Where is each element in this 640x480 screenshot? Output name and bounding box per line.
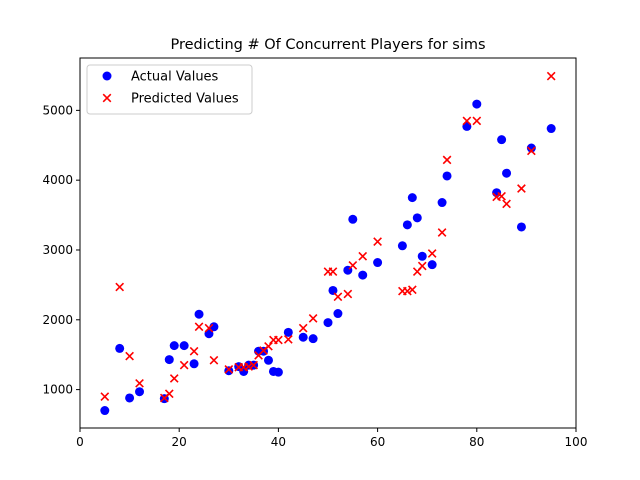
data-point (308, 334, 318, 344)
data-point (298, 323, 308, 333)
data-point (169, 374, 179, 383)
x-tick-label: 40 (271, 435, 286, 449)
data-point (472, 116, 482, 126)
data-point (244, 362, 254, 371)
legend: Actual Values Predicted Values (86, 64, 253, 115)
data-point (442, 171, 452, 181)
data-point (333, 292, 343, 302)
series-actual-values (100, 99, 556, 416)
data-point (204, 323, 214, 333)
y-axis: 1000 2000 3000 4000 5000 (42, 103, 80, 397)
data-point (249, 360, 258, 370)
data-point (373, 258, 383, 268)
legend-marker (102, 93, 112, 103)
chart-title: Predicting # Of Concurrent Players for s… (170, 37, 485, 53)
data-point (115, 343, 125, 353)
legend-entry: Predicted Values (131, 92, 239, 107)
x-tick-label: 60 (370, 435, 385, 449)
data-point (497, 191, 506, 201)
data-point (169, 341, 179, 351)
data-point (397, 241, 407, 251)
y-tick-label: 4000 (42, 173, 73, 187)
data-point (224, 364, 234, 374)
x-tick-label: 20 (172, 435, 187, 449)
y-tick-label: 1000 (42, 383, 73, 397)
data-point (100, 406, 110, 416)
data-point (323, 318, 333, 328)
data-point (407, 193, 417, 203)
y-tick-label: 2000 (42, 313, 73, 327)
data-point (283, 327, 293, 337)
plot-frame (79, 57, 577, 429)
x-tick-label: 100 (565, 435, 588, 449)
legend-box (86, 64, 253, 115)
data-point (417, 251, 427, 261)
data-point (189, 359, 199, 369)
data-point (373, 237, 382, 246)
data-point (358, 270, 368, 280)
data-point (348, 214, 358, 224)
data-point (135, 378, 144, 388)
data-point (194, 309, 204, 319)
data-point (427, 260, 437, 270)
data-point (402, 220, 412, 230)
y-tick-label: 5000 (42, 103, 73, 117)
data-point (115, 282, 125, 292)
data-point (283, 334, 293, 344)
data-point (526, 143, 536, 153)
data-point (308, 314, 318, 323)
data-point (546, 124, 556, 134)
data-point (358, 251, 368, 261)
x-axis: 0 20 40 60 80 100 (76, 428, 587, 449)
data-point (164, 355, 174, 365)
data-point (402, 286, 412, 296)
data-point (179, 341, 189, 351)
data-point (516, 222, 526, 232)
data-point (328, 267, 338, 276)
data-point (333, 309, 343, 319)
data-point (526, 146, 536, 156)
data-point (194, 322, 204, 332)
x-tick-label: 80 (469, 435, 484, 449)
data-point (407, 285, 417, 295)
data-point (462, 116, 472, 126)
data-point (209, 355, 219, 365)
plot-area (100, 71, 556, 416)
data-point (427, 249, 437, 258)
data-point (224, 366, 234, 376)
data-point (274, 335, 283, 345)
data-point (263, 355, 273, 365)
data-point (546, 71, 556, 81)
data-point (417, 261, 427, 271)
data-point (442, 155, 452, 165)
legend-marker (102, 71, 112, 81)
legend-entry: Actual Values (131, 70, 219, 85)
data-point (502, 199, 511, 209)
data-point (343, 289, 353, 299)
data-point (264, 341, 273, 351)
data-point (125, 393, 135, 403)
data-point (437, 228, 447, 237)
data-point (125, 351, 134, 361)
data-point (472, 99, 482, 109)
data-point (437, 198, 447, 208)
data-point (348, 260, 358, 270)
data-point (135, 387, 145, 397)
series-predicted-values (100, 71, 556, 403)
data-point (412, 213, 422, 223)
data-point (298, 332, 308, 342)
data-point (164, 389, 174, 399)
data-point (517, 184, 526, 193)
x-tick-label: 0 (76, 435, 84, 449)
data-point (328, 285, 338, 295)
data-point (189, 346, 199, 356)
y-tick-label: 3000 (42, 243, 73, 257)
data-point (502, 168, 512, 178)
data-point (273, 367, 283, 377)
data-point (100, 392, 110, 401)
data-point (497, 135, 507, 145)
data-point (179, 360, 189, 370)
